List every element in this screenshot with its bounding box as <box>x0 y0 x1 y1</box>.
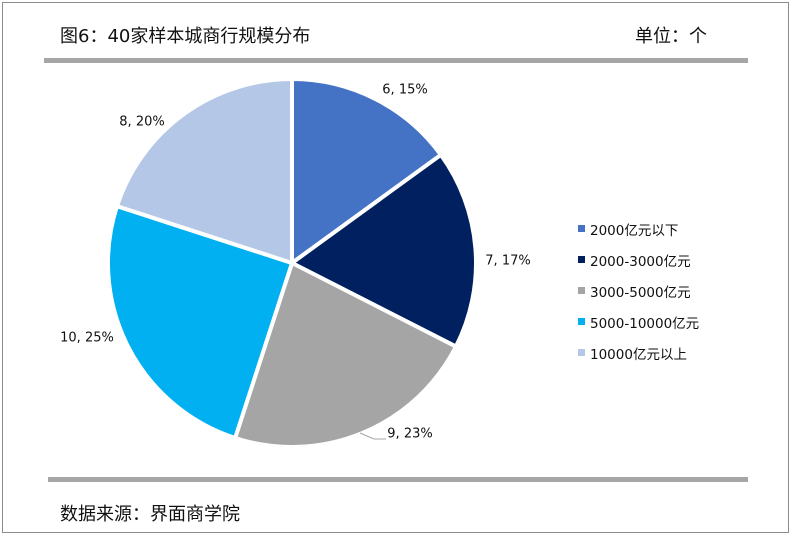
pie-slice <box>106 204 294 440</box>
legend-item: 2000亿元以下 <box>578 213 699 244</box>
legend-swatch <box>578 256 585 263</box>
bottom-divider <box>48 477 748 482</box>
legend-label: 2000亿元以下 <box>590 222 679 239</box>
legend-swatch <box>578 318 585 325</box>
pie-slice <box>290 152 478 349</box>
unit-label: 单位：个 <box>635 26 707 47</box>
leader-line <box>359 432 386 440</box>
data-label: 8, 20% <box>119 115 164 130</box>
data-label: 6, 15% <box>382 83 427 98</box>
chart-legend: 2000亿元以下 2000-3000亿元 3000-5000亿元 5000-10000… <box>578 213 699 368</box>
legend-label: 5000-10000亿元 <box>590 315 700 332</box>
legend-item: 10000亿元以上 <box>578 337 699 368</box>
top-divider <box>44 58 748 63</box>
legend-item: 3000-5000亿元 <box>578 275 699 306</box>
source-note: 数据来源：界面商学院 <box>60 504 240 525</box>
pie-slice <box>233 261 458 449</box>
legend-swatch <box>578 287 585 294</box>
legend-label: 2000-3000亿元 <box>590 253 691 270</box>
data-label: 10, 25% <box>60 331 114 346</box>
legend-item: 5000-10000亿元 <box>578 306 699 337</box>
legend-label: 3000-5000亿元 <box>590 284 691 301</box>
legend-swatch <box>578 225 585 232</box>
pie-slice <box>290 77 443 265</box>
legend-label: 10000亿元以上 <box>590 346 687 363</box>
legend-item: 2000-3000亿元 <box>578 244 699 275</box>
legend-swatch <box>578 349 585 356</box>
chart-title: 图6：40家样本城商行规模分布 <box>60 26 311 47</box>
data-label: 9, 23% <box>387 427 432 442</box>
pie-slice <box>115 77 294 265</box>
data-label: 7, 17% <box>485 254 530 269</box>
